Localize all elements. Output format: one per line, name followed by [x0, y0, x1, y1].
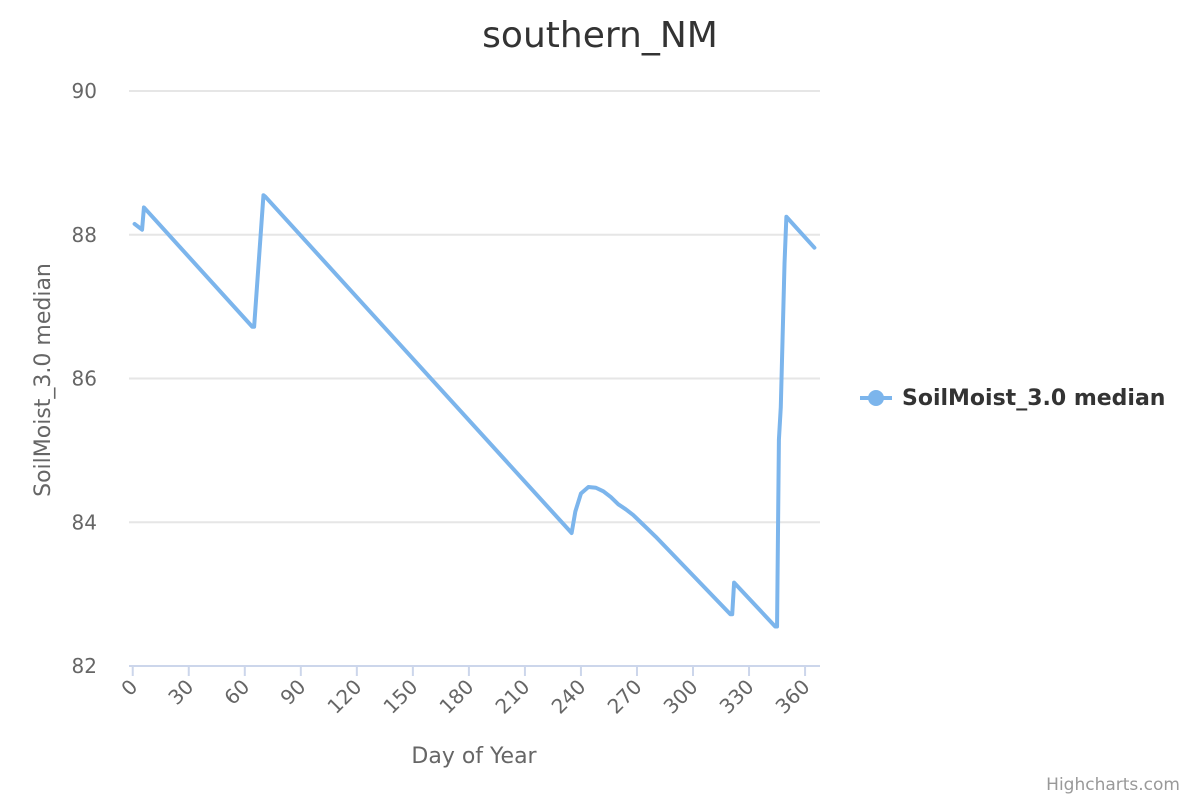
x-axis-title: Day of Year — [411, 744, 537, 769]
x-tick-label: 30 — [163, 675, 198, 710]
x-tick-label: 180 — [434, 675, 478, 719]
legend[interactable]: SoilMoist_3.0 median — [860, 386, 1165, 411]
y-tick-label: 88 — [72, 223, 97, 247]
x-axis: 0 30 60 90 120 150 180 210 240 270 300 330 360 — [116, 665, 820, 719]
credits-link[interactable]: Highcharts.com — [1046, 775, 1180, 795]
y-axis-title: SoilMoist_3.0 median — [31, 263, 56, 497]
x-tick-label: 0 — [116, 675, 142, 701]
y-tick-label: 90 — [72, 79, 97, 103]
x-tick-label: 150 — [378, 675, 422, 719]
legend-dot-marker — [868, 390, 884, 406]
legend-item-label[interactable]: SoilMoist_3.0 median — [902, 386, 1165, 411]
chart-title: southern_NM — [482, 15, 718, 56]
y-tick-label: 82 — [72, 654, 97, 678]
gridlines — [129, 90, 820, 524]
y-tick-label: 86 — [72, 367, 97, 391]
x-tick-label: 300 — [659, 675, 703, 719]
y-axis: 82 84 86 88 90 — [72, 79, 97, 678]
series-line-0[interactable] — [132, 193, 817, 629]
x-tick-label: 60 — [219, 675, 254, 710]
x-tick-label: 330 — [715, 675, 759, 719]
x-tick-label: 120 — [322, 675, 366, 719]
x-tick-label: 240 — [547, 675, 591, 719]
series-group — [132, 193, 817, 629]
x-tick-label: 210 — [490, 675, 534, 719]
x-tick-label: 270 — [603, 675, 647, 719]
y-tick-label: 84 — [72, 510, 97, 534]
x-tick-label: 360 — [771, 675, 815, 719]
x-tick-label: 90 — [275, 675, 310, 710]
